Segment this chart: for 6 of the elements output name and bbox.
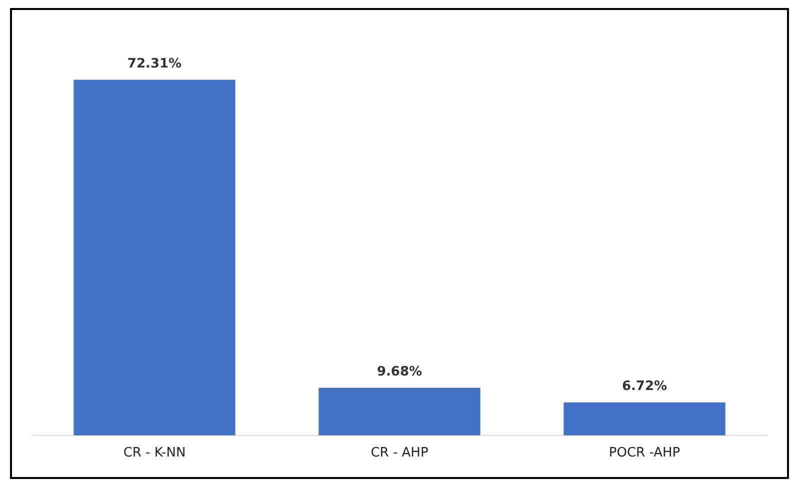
data-label: 6.72%	[622, 379, 668, 394]
x-tick-label: POCR -AHP	[608, 446, 680, 461]
data-label: 72.31%	[127, 56, 182, 72]
x-tick-label: CR - K-NN	[123, 446, 186, 461]
data-label: 9.68%	[376, 364, 422, 380]
x-tick-label: CR - AHP	[370, 446, 428, 461]
